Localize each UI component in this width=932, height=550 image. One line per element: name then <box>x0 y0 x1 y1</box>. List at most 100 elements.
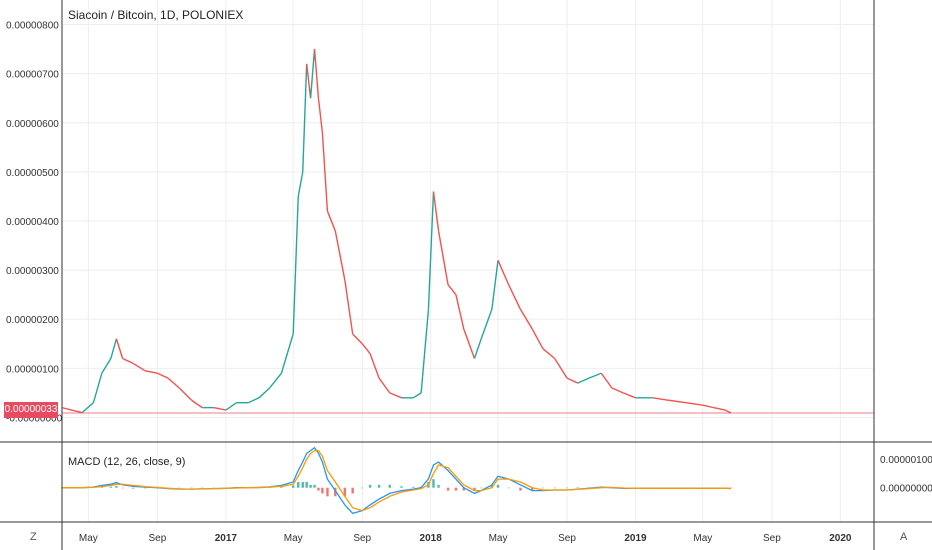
histogram-bar <box>412 486 415 488</box>
price-segment <box>157 372 169 379</box>
signal-line <box>62 449 731 512</box>
price-segment <box>432 191 440 231</box>
price-segment <box>248 397 260 404</box>
y-tick-label: 0.00000700 <box>6 70 59 81</box>
y-axis-labels: 0.00000800 0.00000700 0.00000600 0.00000500… <box>6 21 63 425</box>
price-segment <box>491 260 499 310</box>
price-segment <box>115 338 124 359</box>
grid <box>62 0 874 522</box>
y-tick-label: 0.00000200 <box>6 315 59 326</box>
x-tick-label: May <box>284 533 303 544</box>
histogram-bar <box>400 486 403 488</box>
price-segment <box>427 191 435 310</box>
price-segment <box>61 406 72 411</box>
price-segment <box>519 309 533 330</box>
zoom-button[interactable]: Z <box>30 531 37 543</box>
price-segment <box>685 402 703 406</box>
histogram-bar <box>479 487 483 489</box>
price-segment <box>317 98 324 133</box>
x-axis-labels: May Sep 2017 May Sep 2018 May Sep 2019 May Sep 2020 <box>79 533 852 544</box>
price-segment <box>225 402 237 411</box>
y-tick-label: -0.00000000 <box>6 413 63 424</box>
price-segment <box>101 358 112 374</box>
histogram-bar <box>115 486 118 488</box>
histogram-bar <box>507 487 510 489</box>
price-segment <box>378 377 391 394</box>
histogram-bar <box>309 484 312 488</box>
macd-y-tick-label: 0.00000100 <box>880 455 932 466</box>
histogram-bar <box>109 486 113 488</box>
histogram-bar <box>496 484 500 488</box>
histogram-bar <box>565 487 569 489</box>
histogram-bar <box>301 482 304 488</box>
histogram-bar <box>473 487 476 491</box>
price-segment <box>611 387 624 394</box>
price-segment <box>652 397 669 401</box>
price-segment <box>352 333 363 345</box>
price-segment <box>600 372 613 389</box>
macd-y-axis-labels: 0.00000100 0.00000000 <box>880 455 932 495</box>
histogram-bar <box>297 482 300 488</box>
price-segment <box>542 348 556 360</box>
price-segment <box>292 196 299 334</box>
histogram-bar <box>388 484 391 488</box>
histogram-bar <box>321 487 324 494</box>
histogram-bar <box>143 487 147 489</box>
chart-title: Siacoin / Bitcoin, 1D, POLONIEX <box>68 8 244 22</box>
histogram-bar <box>361 487 364 489</box>
current-price-tag: 0.00000033 <box>4 402 58 418</box>
price-segment <box>497 260 510 286</box>
x-tick-label: 2018 <box>420 533 443 544</box>
x-tick-label: May <box>79 533 98 544</box>
price-segment <box>702 404 714 409</box>
histogram-bar <box>462 487 465 491</box>
macd-indicator-label[interactable]: MACD (12, 26, close, 9) <box>68 456 186 468</box>
histogram-bar <box>490 484 494 488</box>
histogram-bar <box>313 484 316 488</box>
histogram-bar <box>334 487 337 497</box>
price-segment <box>132 362 146 372</box>
price-segment <box>92 373 103 403</box>
price-segment <box>81 402 94 414</box>
price-segment <box>369 353 380 379</box>
price-segment <box>473 338 482 359</box>
price-series <box>61 49 874 414</box>
price-segment <box>71 409 83 414</box>
histogram-bar <box>519 487 522 491</box>
histogram-bar <box>368 484 372 488</box>
y-tick-label: 0.00000300 <box>6 266 59 277</box>
histogram-bar <box>343 487 347 497</box>
auto-scale-button[interactable]: A <box>900 531 908 543</box>
price-segment <box>122 357 134 365</box>
macd-series <box>60 446 733 515</box>
price-segment <box>326 210 336 232</box>
y-tick-label: 0.00000500 <box>6 168 59 179</box>
price-segment <box>321 132 329 212</box>
price-segment <box>313 49 320 99</box>
price-segment <box>577 377 590 384</box>
y-tick-label: 0.00000600 <box>6 119 59 130</box>
x-tick-label: 2017 <box>215 533 238 544</box>
price-segment <box>389 392 402 399</box>
price-segment <box>420 309 430 393</box>
histogram-bar <box>531 487 534 491</box>
price-segment <box>412 392 422 399</box>
price-segment <box>258 387 271 399</box>
histogram-bar <box>305 482 308 488</box>
histogram-bar <box>576 487 579 488</box>
x-tick-label: May <box>489 533 508 544</box>
price-segment <box>480 309 493 340</box>
x-tick-label: Sep <box>558 533 576 544</box>
x-tick-label: 2020 <box>829 533 852 544</box>
x-tick-label: Sep <box>763 533 781 544</box>
price-segment <box>191 399 203 409</box>
histogram-bar <box>351 487 354 494</box>
y-tick-label: 0.00000400 <box>6 217 59 228</box>
histogram-bar <box>454 487 458 491</box>
histogram-bar <box>541 487 545 489</box>
y-tick-label: 0.00000100 <box>6 364 59 375</box>
price-segment <box>110 338 118 359</box>
y-tick-label: 0.00000800 <box>6 21 59 32</box>
